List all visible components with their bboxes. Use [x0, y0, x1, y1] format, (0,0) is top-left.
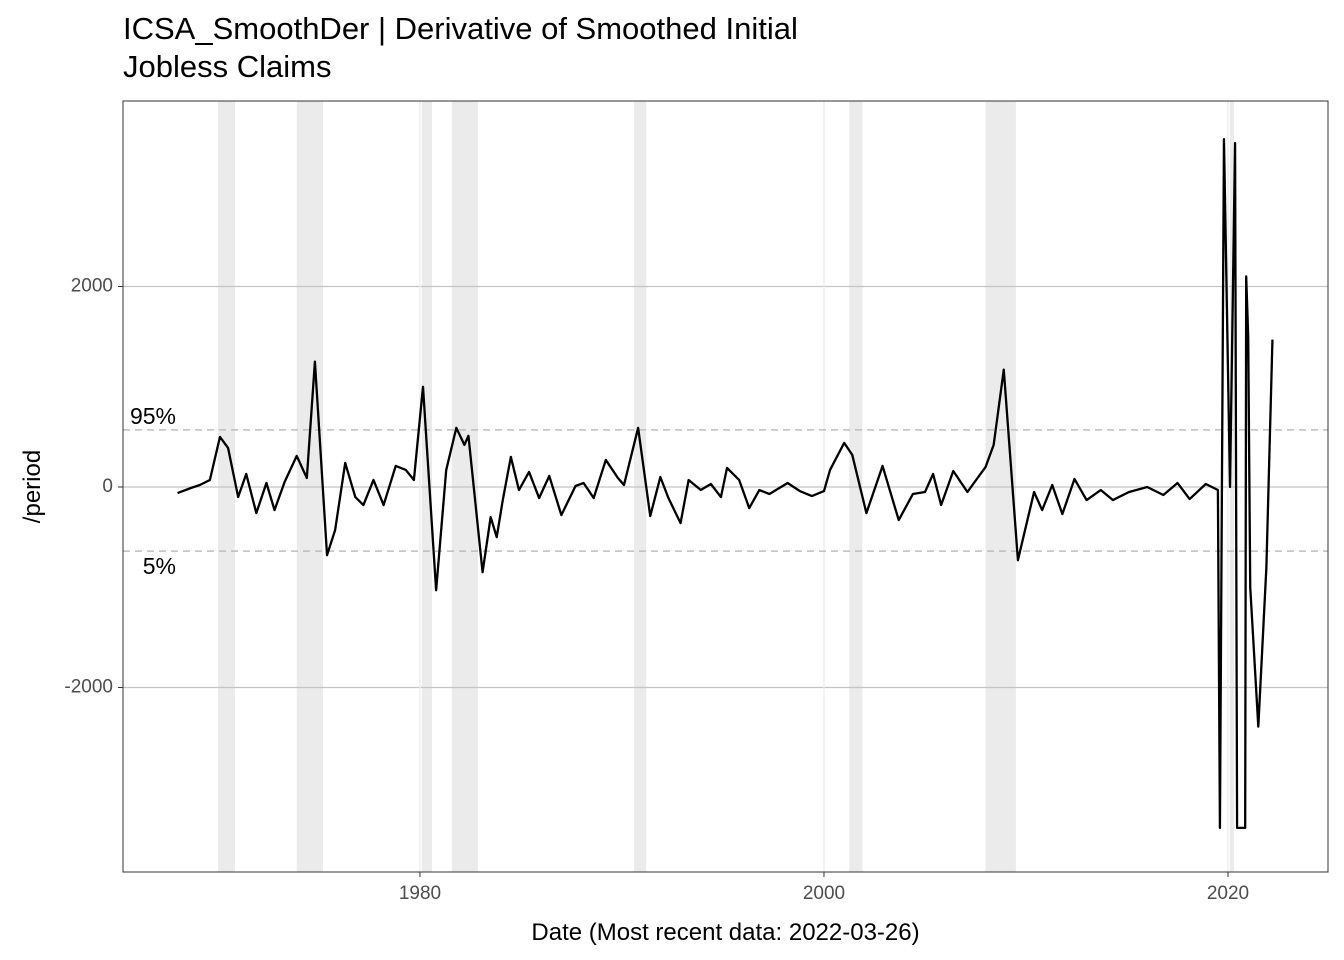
chart-title: ICSA_SmoothDer | Derivative of Smoothed … [123, 11, 798, 84]
reference-label: 95% [130, 403, 176, 429]
y-tick-label: -2000 [64, 677, 113, 698]
reference-label: 5% [143, 553, 176, 579]
y-tick-label: 0 [102, 476, 113, 497]
x-tick-label: 2020 [1207, 883, 1249, 904]
panel-border [122, 100, 1329, 873]
x-tick-label: 1980 [399, 883, 441, 904]
x-axis-title: Date (Most recent data: 2022-03-26) [531, 919, 919, 946]
data-line [177, 137, 1274, 830]
y-tick-label: 2000 [71, 275, 113, 296]
x-tick-label: 2000 [803, 883, 845, 904]
y-axis-title: /period [19, 450, 46, 523]
